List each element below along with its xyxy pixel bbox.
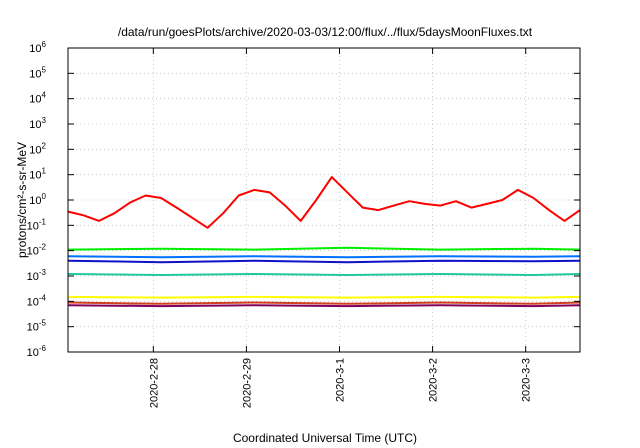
y-tick-exponent: 5 <box>42 65 47 74</box>
y-tick-label: 10-2 <box>27 243 47 258</box>
series-line-2 <box>67 246 581 251</box>
y-tick-label: 104 <box>29 91 46 106</box>
plot-frame <box>67 47 581 353</box>
x-tick-label: 2020-3-2 <box>428 358 440 402</box>
x-axis-ticks: 2020-2-28 2020-2-29 2020-3-1 2020-3-2 2020-3… <box>148 48 533 408</box>
y-axis-ticks: 10610510410310210110010-110-210-310-410-… <box>27 40 580 359</box>
y-tick-label: 10-6 <box>27 344 47 359</box>
y-tick-exponent: -4 <box>39 293 47 302</box>
y-tick-exponent: 1 <box>42 167 47 176</box>
y-tick-label: 102 <box>29 141 46 156</box>
y-tick-label: 103 <box>29 116 46 131</box>
x-tick-label: 2020-3-1 <box>335 358 347 402</box>
series-line-7 <box>67 301 581 305</box>
series-line-4 <box>67 255 581 259</box>
y-tick-exponent: -3 <box>39 268 47 277</box>
y-tick-exponent: 6 <box>42 40 47 49</box>
grid <box>68 48 580 352</box>
y-tick-exponent: 3 <box>42 116 47 125</box>
y-tick-label: 100 <box>29 192 46 207</box>
y-tick-exponent: 2 <box>42 141 47 150</box>
y-axis-label: protons/cm²-s-sr-MeV <box>15 142 29 258</box>
y-tick-label: 105 <box>29 65 46 80</box>
y-tick-exponent: -2 <box>39 243 47 252</box>
y-tick-exponent: 4 <box>42 91 47 100</box>
y-tick-label: 10-5 <box>27 319 47 334</box>
y-tick-label: 10-1 <box>27 217 47 232</box>
y-tick-exponent: -5 <box>39 319 47 328</box>
x-axis-label: Coordinated Universal Time (UTC) <box>233 431 417 445</box>
y-tick-exponent: 0 <box>42 192 47 201</box>
series-line-8 <box>67 304 581 308</box>
y-tick-label: 106 <box>29 40 46 55</box>
chart-title: /data/run/goesPlots/archive/2020-03-03/1… <box>118 25 533 39</box>
series-line-5 <box>67 273 581 276</box>
series-line-6 <box>67 295 581 299</box>
y-tick-label: 10-4 <box>27 293 47 308</box>
series-line-3 <box>67 259 581 264</box>
y-tick-label: 101 <box>29 167 46 182</box>
x-tick-label: 2020-2-28 <box>148 358 160 408</box>
series-line-1 <box>67 176 581 229</box>
y-tick-label: 10-3 <box>27 268 47 283</box>
y-tick-exponent: -6 <box>39 344 47 353</box>
y-tick-exponent: -1 <box>39 217 47 226</box>
x-tick-label: 2020-3-3 <box>521 358 533 402</box>
series-lines <box>67 176 581 308</box>
x-tick-label: 2020-2-29 <box>241 358 253 408</box>
